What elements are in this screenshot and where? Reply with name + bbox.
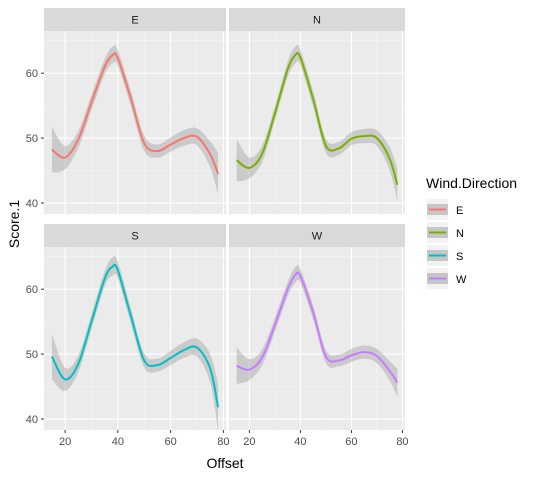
y-tick-label: 40	[26, 198, 38, 210]
y-tick-label: 50	[26, 133, 38, 145]
facet-strip-w	[229, 224, 405, 247]
confidence-band-w	[236, 264, 398, 397]
facet-strip-label-w: W	[312, 231, 323, 243]
legend-entry-label: E	[456, 205, 463, 217]
panel-background-s	[44, 247, 226, 430]
facet-strip-label-s: S	[131, 231, 138, 243]
y-tick-label: 50	[26, 349, 38, 361]
panel-background-w	[229, 247, 405, 430]
facet-strip-label-e: E	[131, 15, 138, 27]
x-tick-label: 20	[59, 436, 71, 448]
x-tick-label: 40	[294, 436, 306, 448]
facet-strip-label-n: N	[313, 15, 321, 27]
x-tick-label: 20	[243, 436, 255, 448]
legend-entry-label: N	[456, 228, 464, 240]
y-axis-title: Score.1	[6, 200, 22, 248]
x-tick-label: 60	[345, 436, 357, 448]
x-tick-label: 80	[217, 436, 229, 448]
series-line-s	[51, 263, 220, 408]
legend-title: Wind.Direction	[426, 175, 517, 191]
panel-background-n	[229, 31, 405, 214]
panel-background-e	[44, 31, 226, 214]
y-tick-label: 60	[26, 284, 38, 296]
series-line-n	[236, 51, 399, 186]
y-tick-label: 60	[26, 68, 38, 80]
x-tick-label: 80	[396, 436, 408, 448]
y-tick-label: 40	[26, 414, 38, 426]
legend-entry-label: W	[456, 274, 467, 286]
facet-strip-e	[44, 8, 226, 31]
legend-entry-label: S	[456, 251, 463, 263]
confidence-band-e	[51, 45, 219, 195]
facet-strip-s	[44, 224, 226, 247]
x-tick-label: 60	[164, 436, 176, 448]
x-axis-title: Offset	[206, 455, 243, 471]
series-line-w	[236, 271, 399, 384]
facet-strip-n	[229, 8, 405, 31]
x-tick-label: 40	[112, 436, 124, 448]
series-line-e	[51, 52, 220, 175]
